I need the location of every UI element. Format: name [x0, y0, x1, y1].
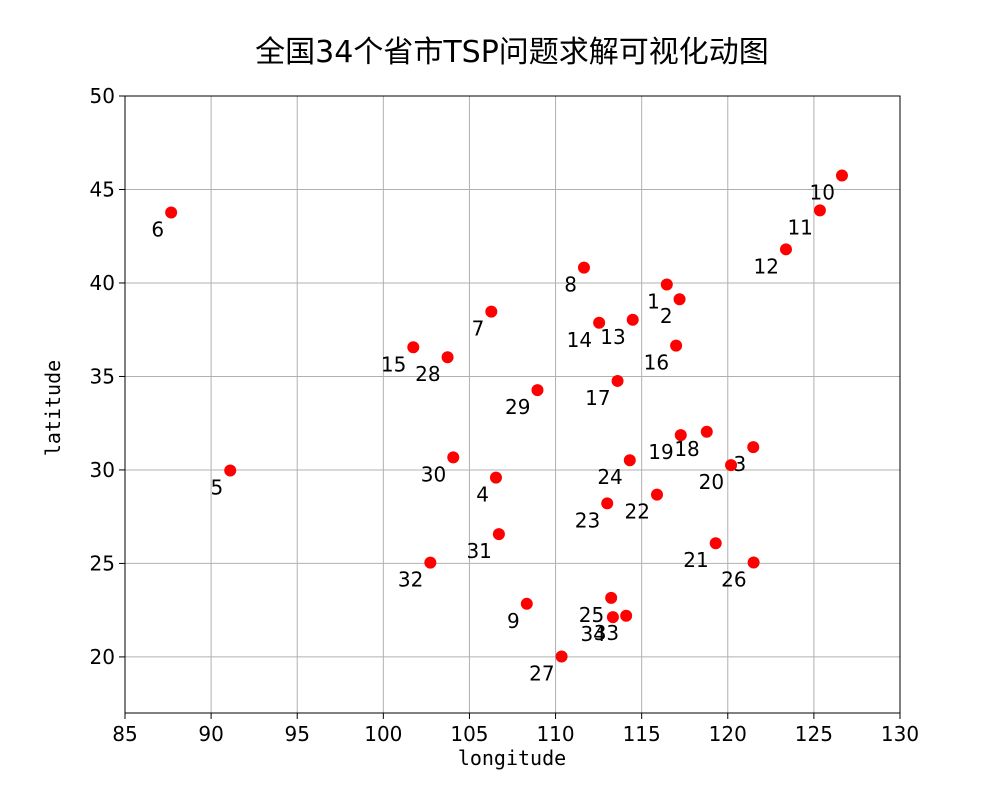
point-label: 6 — [151, 217, 164, 241]
point-label: 26 — [721, 567, 746, 591]
y-tick-label: 25 — [90, 551, 115, 575]
point-label: 4 — [476, 483, 489, 507]
y-tick-label: 20 — [90, 645, 115, 669]
axis-ticks: 85 90 95 100 105 110 115 120 125 1302025303540455… — [90, 84, 920, 746]
point-label: 7 — [472, 317, 485, 341]
data-point — [441, 351, 454, 364]
data-point — [577, 261, 590, 274]
point-label: 20 — [699, 470, 724, 494]
data-point — [407, 341, 420, 354]
data-point — [674, 429, 687, 442]
x-tick-label: 130 — [881, 722, 919, 746]
point-label: 15 — [381, 352, 406, 376]
data-point — [813, 204, 826, 217]
data-point — [224, 464, 237, 477]
data-point — [165, 206, 178, 219]
data-point — [670, 339, 683, 352]
point-label: 17 — [585, 386, 610, 410]
point-label: 33 — [594, 621, 619, 645]
point-label: 28 — [415, 362, 440, 386]
data-points — [165, 169, 848, 663]
data-point — [492, 528, 505, 541]
point-label: 8 — [564, 273, 577, 297]
data-point — [489, 471, 502, 484]
chart-title: 全国34个省市TSP问题求解可视化动图 — [255, 35, 769, 70]
y-axis-label: latitude — [41, 360, 65, 456]
plot-frame — [124, 95, 901, 714]
point-label: 24 — [597, 465, 622, 489]
data-point — [835, 169, 848, 182]
point-label: 3 — [734, 452, 747, 476]
x-tick-label: 120 — [709, 722, 747, 746]
data-point — [593, 316, 606, 329]
x-tick-label: 110 — [536, 722, 574, 746]
point-label: 31 — [466, 539, 491, 563]
point-label: 13 — [600, 325, 625, 349]
x-axis-label: longitude — [458, 746, 566, 770]
data-point — [673, 293, 686, 306]
point-label: 12 — [754, 254, 779, 278]
point-label: 18 — [674, 437, 699, 461]
point-label: 27 — [529, 662, 554, 686]
data-point — [700, 425, 713, 438]
point-label: 9 — [507, 609, 520, 633]
y-tick-label: 45 — [90, 177, 115, 201]
point-label: 34 — [580, 622, 605, 646]
data-point — [709, 537, 722, 550]
point-label: 25 — [579, 603, 604, 627]
data-point — [606, 611, 619, 624]
point-label: 14 — [567, 328, 592, 352]
data-point — [447, 451, 460, 464]
data-point — [424, 556, 437, 569]
point-label: 1 — [647, 289, 660, 313]
data-point — [626, 313, 639, 326]
point-label: 32 — [398, 568, 423, 592]
y-tick-label: 50 — [90, 84, 115, 108]
x-tick-label: 85 — [112, 722, 137, 746]
x-tick-label: 100 — [364, 722, 402, 746]
x-tick-label: 105 — [450, 722, 488, 746]
data-point — [779, 243, 792, 256]
data-point — [660, 278, 673, 291]
point-label: 23 — [575, 508, 600, 532]
point-label: 22 — [625, 500, 650, 524]
data-point — [623, 454, 636, 467]
x-tick-label: 95 — [284, 722, 309, 746]
y-tick-label: 35 — [90, 364, 115, 388]
point-label: 19 — [648, 440, 673, 464]
data-point — [747, 556, 760, 569]
point-label: 21 — [683, 548, 708, 572]
data-point — [485, 305, 498, 318]
x-tick-label: 125 — [795, 722, 833, 746]
point-label: 29 — [505, 395, 530, 419]
data-point — [747, 441, 760, 454]
data-point — [611, 374, 624, 387]
x-tick-label: 90 — [198, 722, 223, 746]
x-tick-label: 115 — [623, 722, 661, 746]
data-point — [620, 609, 633, 622]
data-point — [555, 650, 568, 663]
point-label: 2 — [660, 304, 673, 328]
point-label: 16 — [644, 351, 669, 375]
y-tick-label: 30 — [90, 458, 115, 482]
point-label: 10 — [810, 180, 835, 204]
data-point — [650, 488, 663, 501]
data-point — [605, 591, 618, 604]
data-point — [601, 497, 614, 510]
data-point — [520, 597, 533, 610]
y-tick-label: 40 — [90, 271, 115, 295]
point-label: 5 — [210, 476, 223, 500]
data-point — [531, 384, 544, 397]
point-label: 30 — [421, 462, 446, 486]
data-point — [725, 459, 738, 472]
point-label: 11 — [787, 215, 812, 239]
